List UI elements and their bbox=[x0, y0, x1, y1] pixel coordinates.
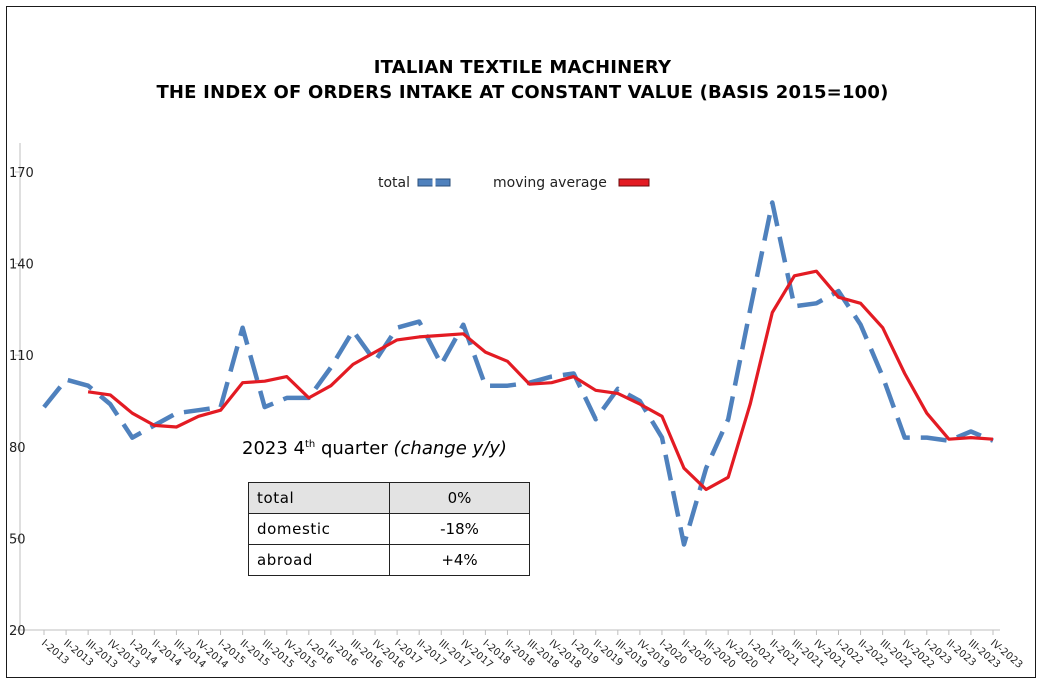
axes: 205080110140170I-2013II-2013III-2013IV-2… bbox=[9, 143, 1024, 671]
summary-label-abroad: abroad bbox=[248, 544, 390, 576]
summary-heading-italic: (change y/y) bbox=[393, 438, 507, 459]
y-tick-label: 20 bbox=[9, 624, 26, 639]
legend-label-total: total bbox=[378, 175, 410, 191]
summary-value-abroad: +4% bbox=[389, 544, 530, 576]
y-tick-label: 80 bbox=[9, 441, 26, 456]
y-tick-label: 140 bbox=[9, 258, 34, 273]
summary-label-domestic: domestic bbox=[248, 513, 390, 545]
y-tick-label: 50 bbox=[9, 532, 26, 547]
summary-row-domestic: domestic -18% bbox=[248, 513, 530, 545]
summary-row-total: total 0% bbox=[248, 482, 530, 514]
summary-label-total: total bbox=[248, 482, 390, 514]
series-layer bbox=[42, 200, 994, 547]
summary-heading: 2023 4th quarter (change y/y) bbox=[242, 438, 507, 459]
summary-heading-rest: quarter bbox=[315, 438, 394, 459]
legend-swatch-moving-average bbox=[618, 178, 650, 187]
chart-title: ITALIAN TEXTILE MACHINERY THE INDEX OF O… bbox=[0, 55, 1045, 105]
chart-title-line-2: THE INDEX OF ORDERS INTAKE AT CONSTANT V… bbox=[156, 82, 889, 103]
summary-table: total 0% domestic -18% abroad +4% bbox=[248, 482, 530, 576]
series-line-moving-average bbox=[87, 269, 994, 492]
summary-heading-main: 2023 4 bbox=[242, 438, 305, 459]
legend: total moving average bbox=[378, 175, 650, 191]
summary-value-total: 0% bbox=[389, 482, 530, 514]
summary-value-domestic: -18% bbox=[389, 513, 530, 545]
y-tick-label: 110 bbox=[9, 349, 34, 364]
legend-label-moving-average: moving average bbox=[493, 175, 607, 191]
summary-row-abroad: abroad +4% bbox=[248, 544, 530, 576]
summary-heading-sup: th bbox=[304, 439, 316, 450]
y-tick-label: 170 bbox=[9, 166, 34, 181]
chart-title-line-1: ITALIAN TEXTILE MACHINERY bbox=[373, 57, 672, 78]
